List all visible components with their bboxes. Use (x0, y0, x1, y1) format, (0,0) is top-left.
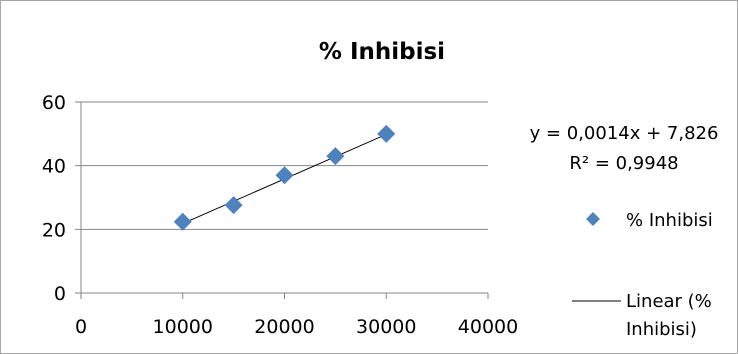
legend-marker-diamond (586, 212, 600, 226)
y-tick-label-0: 0 (54, 283, 66, 305)
legend-label-trend-line1: Linear (% (626, 291, 712, 312)
point-layer (173, 124, 396, 231)
data-point-4 (377, 124, 396, 143)
trendline-equation: y = 0,0014x + 7,826 (530, 123, 719, 144)
data-point-1 (224, 196, 243, 215)
x-tick-label-1: 10000 (153, 316, 213, 338)
tick-layer: 0 20 40 60 0 10000 20000 30000 40000 (42, 92, 518, 338)
data-point-3 (326, 147, 345, 166)
y-tick-label-1: 20 (42, 219, 66, 241)
data-point-0 (173, 212, 192, 231)
y-tick-label-2: 40 (42, 156, 66, 178)
x-tick-label-3: 30000 (356, 316, 416, 338)
trendline-r-squared: R² = 0,9948 (569, 153, 678, 174)
legend-label-series: % Inhibisi (626, 210, 713, 231)
x-tick-label-2: 20000 (254, 316, 314, 338)
grid-layer (81, 101, 488, 230)
data-point-2 (275, 166, 294, 185)
axis-layer (75, 102, 488, 294)
x-tick-label-0: 0 (75, 316, 87, 338)
legend: % Inhibisi Linear (% Inhibisi) (572, 210, 713, 340)
legend-label-trend-line2: Inhibisi) (626, 319, 697, 340)
y-tick-label-3: 60 (42, 92, 66, 114)
x-tick-label-4: 40000 (458, 316, 518, 338)
chart-title: % Inhibisi (319, 39, 445, 65)
